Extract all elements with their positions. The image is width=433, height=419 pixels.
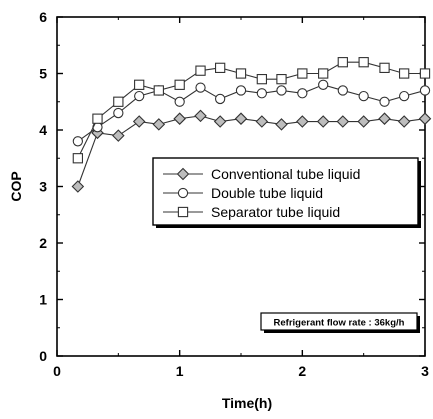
data-point-circle bbox=[379, 96, 390, 107]
legend-marker-diamond bbox=[176, 167, 190, 181]
data-point-square bbox=[72, 153, 84, 164]
data-point-circle bbox=[113, 107, 124, 119]
data-point-circle bbox=[318, 79, 329, 90]
series-line-circle bbox=[77, 84, 426, 142]
data-point-diamond bbox=[112, 129, 125, 142]
series-group bbox=[71, 57, 432, 193]
data-point-circle bbox=[398, 90, 410, 102]
annotation-group: Refrigerant flow rate : 36kg/h bbox=[260, 312, 420, 333]
y-tick-label: 3 bbox=[39, 179, 47, 195]
x-tick-label: 2 bbox=[298, 363, 306, 379]
data-point-diamond bbox=[418, 112, 432, 125]
data-point-square bbox=[358, 57, 369, 68]
y-tick-label: 1 bbox=[39, 292, 47, 308]
data-point-square bbox=[297, 68, 308, 79]
data-point-circle bbox=[337, 85, 348, 96]
data-point-diamond bbox=[152, 118, 166, 131]
data-point-diamond bbox=[194, 109, 207, 123]
series-circle bbox=[72, 79, 431, 147]
x-axis-label: Time(h) bbox=[222, 395, 272, 411]
data-point-square bbox=[337, 57, 348, 68]
x-tick-label: 0 bbox=[53, 363, 61, 379]
data-point-diamond bbox=[275, 118, 288, 131]
data-point-square bbox=[318, 68, 329, 79]
data-point-diamond bbox=[234, 112, 248, 125]
data-point-circle bbox=[174, 96, 185, 107]
data-point-diamond bbox=[336, 115, 350, 128]
legend-label-circle: Double tube liquid bbox=[211, 185, 323, 201]
legend-label-diamond: Conventional tube liquid bbox=[211, 166, 360, 182]
data-point-square bbox=[256, 74, 268, 85]
data-point-circle bbox=[256, 88, 268, 99]
y-axis-label: COP bbox=[8, 171, 24, 201]
data-point-square bbox=[195, 65, 206, 76]
data-point-circle bbox=[134, 90, 145, 102]
x-tick-label: 1 bbox=[176, 363, 184, 379]
y-tick-label: 2 bbox=[39, 235, 47, 251]
data-point-square bbox=[113, 96, 124, 107]
data-point-circle bbox=[276, 85, 287, 96]
data-point-circle bbox=[195, 82, 206, 93]
data-point-diamond bbox=[173, 112, 186, 125]
data-point-square bbox=[92, 113, 103, 124]
axis-ticks: 0 1 2 3 0 1 2 3 4 5 6 bbox=[39, 9, 429, 379]
data-point-square bbox=[419, 68, 431, 79]
annotation-text: Refrigerant flow rate : 36kg/h bbox=[274, 318, 405, 329]
legend-marker-square bbox=[177, 206, 189, 218]
x-tick-label: 3 bbox=[421, 363, 429, 379]
y-tick-label: 5 bbox=[39, 66, 47, 82]
data-point-square bbox=[134, 79, 145, 90]
series-square bbox=[72, 57, 431, 164]
data-point-circle bbox=[419, 85, 431, 96]
data-point-square bbox=[235, 68, 247, 79]
data-point-circle bbox=[358, 90, 369, 102]
y-tick-label: 4 bbox=[39, 122, 47, 138]
data-point-diamond bbox=[213, 115, 227, 128]
legend-marker-circle bbox=[177, 187, 189, 199]
data-point-circle bbox=[297, 88, 308, 99]
legend-label-square: Separator tube liquid bbox=[211, 204, 340, 220]
data-point-diamond bbox=[71, 180, 85, 193]
data-point-square bbox=[379, 62, 390, 73]
data-point-square bbox=[214, 62, 226, 73]
legend-box bbox=[152, 157, 419, 226]
y-tick-label: 0 bbox=[39, 348, 47, 364]
data-point-circle bbox=[72, 136, 84, 147]
series-diamond bbox=[71, 109, 432, 193]
data-point-diamond bbox=[255, 115, 269, 128]
series-line-square bbox=[77, 61, 425, 159]
data-point-square bbox=[174, 79, 185, 90]
data-point-diamond bbox=[296, 115, 309, 128]
annotation-box bbox=[260, 312, 418, 331]
data-point-circle bbox=[214, 93, 226, 105]
data-point-diamond bbox=[316, 115, 330, 128]
data-point-square bbox=[398, 68, 410, 79]
data-point-diamond bbox=[357, 115, 370, 128]
data-point-diamond bbox=[132, 115, 146, 128]
data-point-circle bbox=[235, 85, 247, 96]
y-tick-label: 6 bbox=[39, 9, 47, 25]
legend: Conventional tube liquid Double tube liqu… bbox=[152, 157, 421, 228]
data-point-diamond bbox=[397, 115, 411, 128]
data-point-diamond bbox=[378, 112, 391, 125]
data-point-square bbox=[153, 85, 164, 96]
data-point-square bbox=[276, 74, 287, 85]
